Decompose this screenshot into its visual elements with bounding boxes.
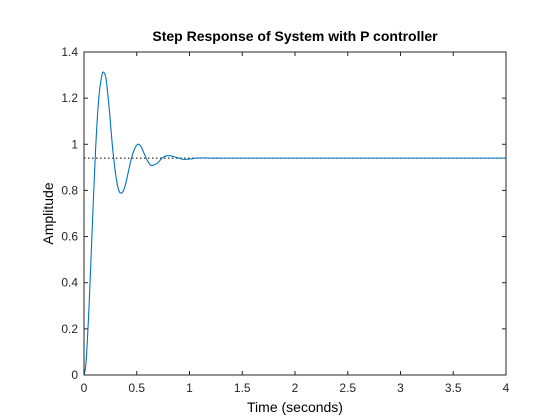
y-tick-label: 1.4: [61, 45, 78, 59]
x-tick-label: 3: [397, 381, 404, 395]
x-tick-label: 0.5: [128, 381, 145, 395]
y-tick-label: 0.2: [61, 322, 78, 336]
x-tick-label: 2.5: [339, 381, 356, 395]
x-tick-label: 4: [503, 381, 510, 395]
x-tick-label: 0: [81, 381, 88, 395]
y-tick-label: 0.4: [61, 276, 78, 290]
x-axis-label: Time (seconds): [247, 399, 343, 415]
y-axis-label: Amplitude: [40, 182, 56, 244]
x-tick-label: 2: [292, 381, 299, 395]
y-tick-label: 0: [71, 368, 78, 382]
plot-area: [83, 51, 507, 376]
step-response-line: [83, 71, 506, 376]
y-tick-label: 1.2: [61, 91, 78, 105]
axis-ticks: 0 0.5 1 1.5 2 2.5 3 3.5 4 0 0.2 0.4 0.6 0.8 1 1.2 1.4: [61, 45, 509, 395]
y-tick-label: 0.8: [61, 183, 78, 197]
y-tick-label: 1: [71, 137, 78, 151]
x-tick-label: 3.5: [445, 381, 462, 395]
x-tick-label: 1: [186, 381, 193, 395]
chart-title: Step Response of System with P controlle…: [152, 28, 438, 44]
y-tick-label: 0.6: [61, 230, 78, 244]
x-tick-label: 1.5: [234, 381, 251, 395]
